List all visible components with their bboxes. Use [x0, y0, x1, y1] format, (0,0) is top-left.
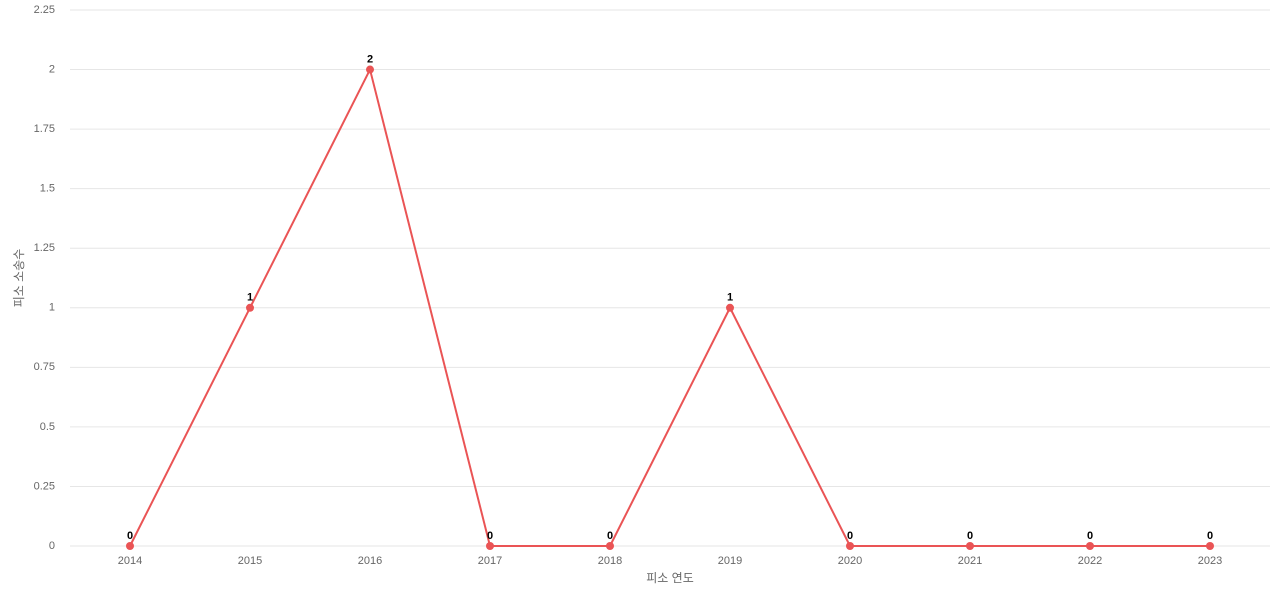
y-tick-label: 2.25 — [34, 4, 55, 16]
x-tick-label: 2019 — [718, 555, 742, 567]
point — [966, 542, 974, 550]
point — [366, 65, 374, 74]
data-label: 1 — [247, 292, 253, 304]
point — [726, 303, 734, 312]
point — [246, 303, 254, 312]
y-tick-label: 2 — [49, 63, 55, 75]
y-tick-label: 0 — [49, 540, 55, 552]
data-label: 0 — [607, 530, 613, 542]
x-tick-label: 2017 — [478, 555, 502, 567]
x-tick-label: 2015 — [238, 555, 262, 567]
x-tick-label: 2023 — [1198, 555, 1222, 567]
data-label: 0 — [1087, 530, 1093, 542]
y-tick-label: 1 — [49, 302, 55, 314]
y-tick-label: 0.25 — [34, 480, 55, 492]
point — [846, 542, 854, 550]
x-tick-label: 2014 — [118, 555, 142, 567]
data-label: 0 — [967, 530, 973, 542]
y-axis-label: 피소 소송수 — [12, 249, 26, 308]
y-tick-label: 0.5 — [40, 421, 55, 433]
data-label: 0 — [1207, 530, 1213, 542]
point — [1206, 542, 1214, 550]
data-label: 0 — [487, 530, 493, 542]
point — [606, 542, 614, 550]
x-axis-label: 피소 연도 — [646, 571, 694, 585]
x-tick-label: 2018 — [598, 555, 622, 567]
x-tick-label: 2021 — [958, 555, 982, 567]
x-tick-label: 2020 — [838, 555, 862, 567]
data-label: 1 — [727, 292, 733, 304]
y-tick-label: 1.75 — [34, 123, 55, 135]
x-tick-label: 2016 — [358, 555, 382, 567]
y-tick-label: 1.5 — [40, 183, 55, 195]
data-label: 2 — [367, 53, 373, 65]
data-label: 0 — [127, 530, 133, 542]
x-tick-label: 2022 — [1078, 555, 1102, 567]
point — [486, 542, 494, 550]
data-label: 0 — [847, 530, 853, 542]
point — [126, 542, 134, 550]
y-tick-label: 1.25 — [34, 242, 55, 254]
y-tick-label: 0.75 — [34, 361, 55, 373]
line — [129, 66, 1210, 547]
point — [1086, 542, 1094, 550]
